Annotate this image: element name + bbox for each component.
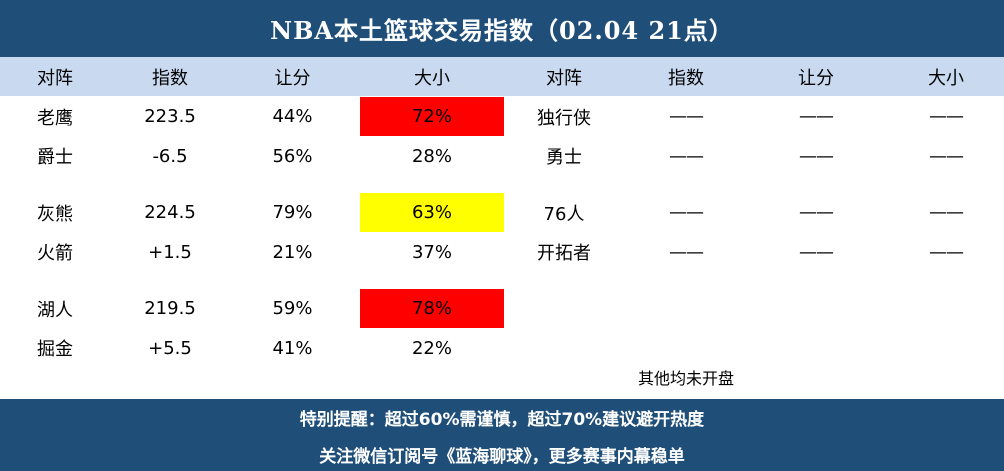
table-row-team: 独行侠 [537, 107, 591, 129]
table-row-spread: —— [799, 106, 834, 127]
header-spread-left: 让分 [274, 67, 311, 89]
page-title: NBA本土篮球交易指数（02.04 21点） [0, 0, 1004, 57]
footer-subscribe: 关注微信订阅号《蓝海聊球》，更多赛事内幕稳单 [319, 447, 685, 467]
table-row-spread: 56% [272, 145, 313, 167]
table-row-spread: —— [799, 145, 834, 167]
table-row-team: 湖人 [37, 299, 73, 321]
table-row-team: 灰熊 [37, 203, 73, 225]
table-row-index: -6.5 [152, 145, 188, 167]
table-row-ou-highlight: 78% [360, 289, 504, 328]
table-row-ou: 37% [411, 241, 452, 263]
unopened-note: 其他均未开盘 [637, 369, 734, 388]
header-matchup-left: 对阵 [37, 67, 73, 89]
table-row-ou: —— [929, 241, 964, 263]
table-row-ou: —— [929, 145, 964, 167]
table-row-index: +1.5 [148, 241, 192, 263]
table-row-spread: 41% [272, 337, 313, 359]
table-row-index: +5.5 [148, 337, 192, 359]
header-ou-right: 大小 [928, 67, 964, 89]
header-index-left: 指数 [152, 67, 188, 89]
table-row-ou: 28% [411, 145, 452, 167]
table-row-team: 勇士 [546, 147, 582, 168]
table-row-ou: —— [929, 106, 964, 127]
table-row-spread: 44% [272, 106, 313, 127]
header-index-right: 指数 [668, 67, 704, 89]
table-row-index: 223.5 [144, 106, 196, 127]
table-row-ou-highlight: 72% [360, 97, 504, 136]
table-row-team: 爵士 [37, 147, 73, 168]
table-row-index: —— [669, 241, 704, 263]
table-row-spread: 59% [272, 298, 313, 319]
table-row-spread: 79% [272, 202, 313, 223]
table-row-index: —— [669, 145, 704, 167]
table-row-index: —— [669, 202, 704, 223]
table-row-team: 老鹰 [37, 107, 73, 129]
table-row-team: 火箭 [37, 243, 73, 264]
header-spread-right: 让分 [798, 67, 834, 89]
footer-banner: 特别提醒：超过60%需谨慎，超过70%建议避开热度 关注微信订阅号《蓝海聊球》，… [0, 399, 1004, 471]
header-ou-left: 大小 [414, 67, 450, 89]
table-row-ou-highlight: 63% [360, 193, 504, 232]
table-row-spread: —— [799, 202, 834, 223]
table-row-spread: —— [799, 241, 834, 263]
table-row-index: 224.5 [144, 202, 196, 223]
table-row-index: —— [669, 106, 704, 127]
table-row-ou: 22% [411, 337, 452, 359]
table-row-spread: 21% [272, 241, 313, 263]
footer-warning: 特别提醒：超过60%需谨慎，超过70%建议避开热度 [299, 410, 705, 430]
table-row-ou: —— [929, 202, 964, 223]
table-row-team: 开拓者 [537, 243, 591, 264]
table-row-index: 219.5 [144, 298, 196, 319]
table-row-team: 76人 [543, 203, 585, 225]
column-header-row: 对阵 指数 让分 大小 对阵 指数 让分 大小 [0, 57, 1004, 96]
header-matchup-right: 对阵 [546, 67, 582, 89]
table-row-team: 掘金 [37, 339, 73, 360]
